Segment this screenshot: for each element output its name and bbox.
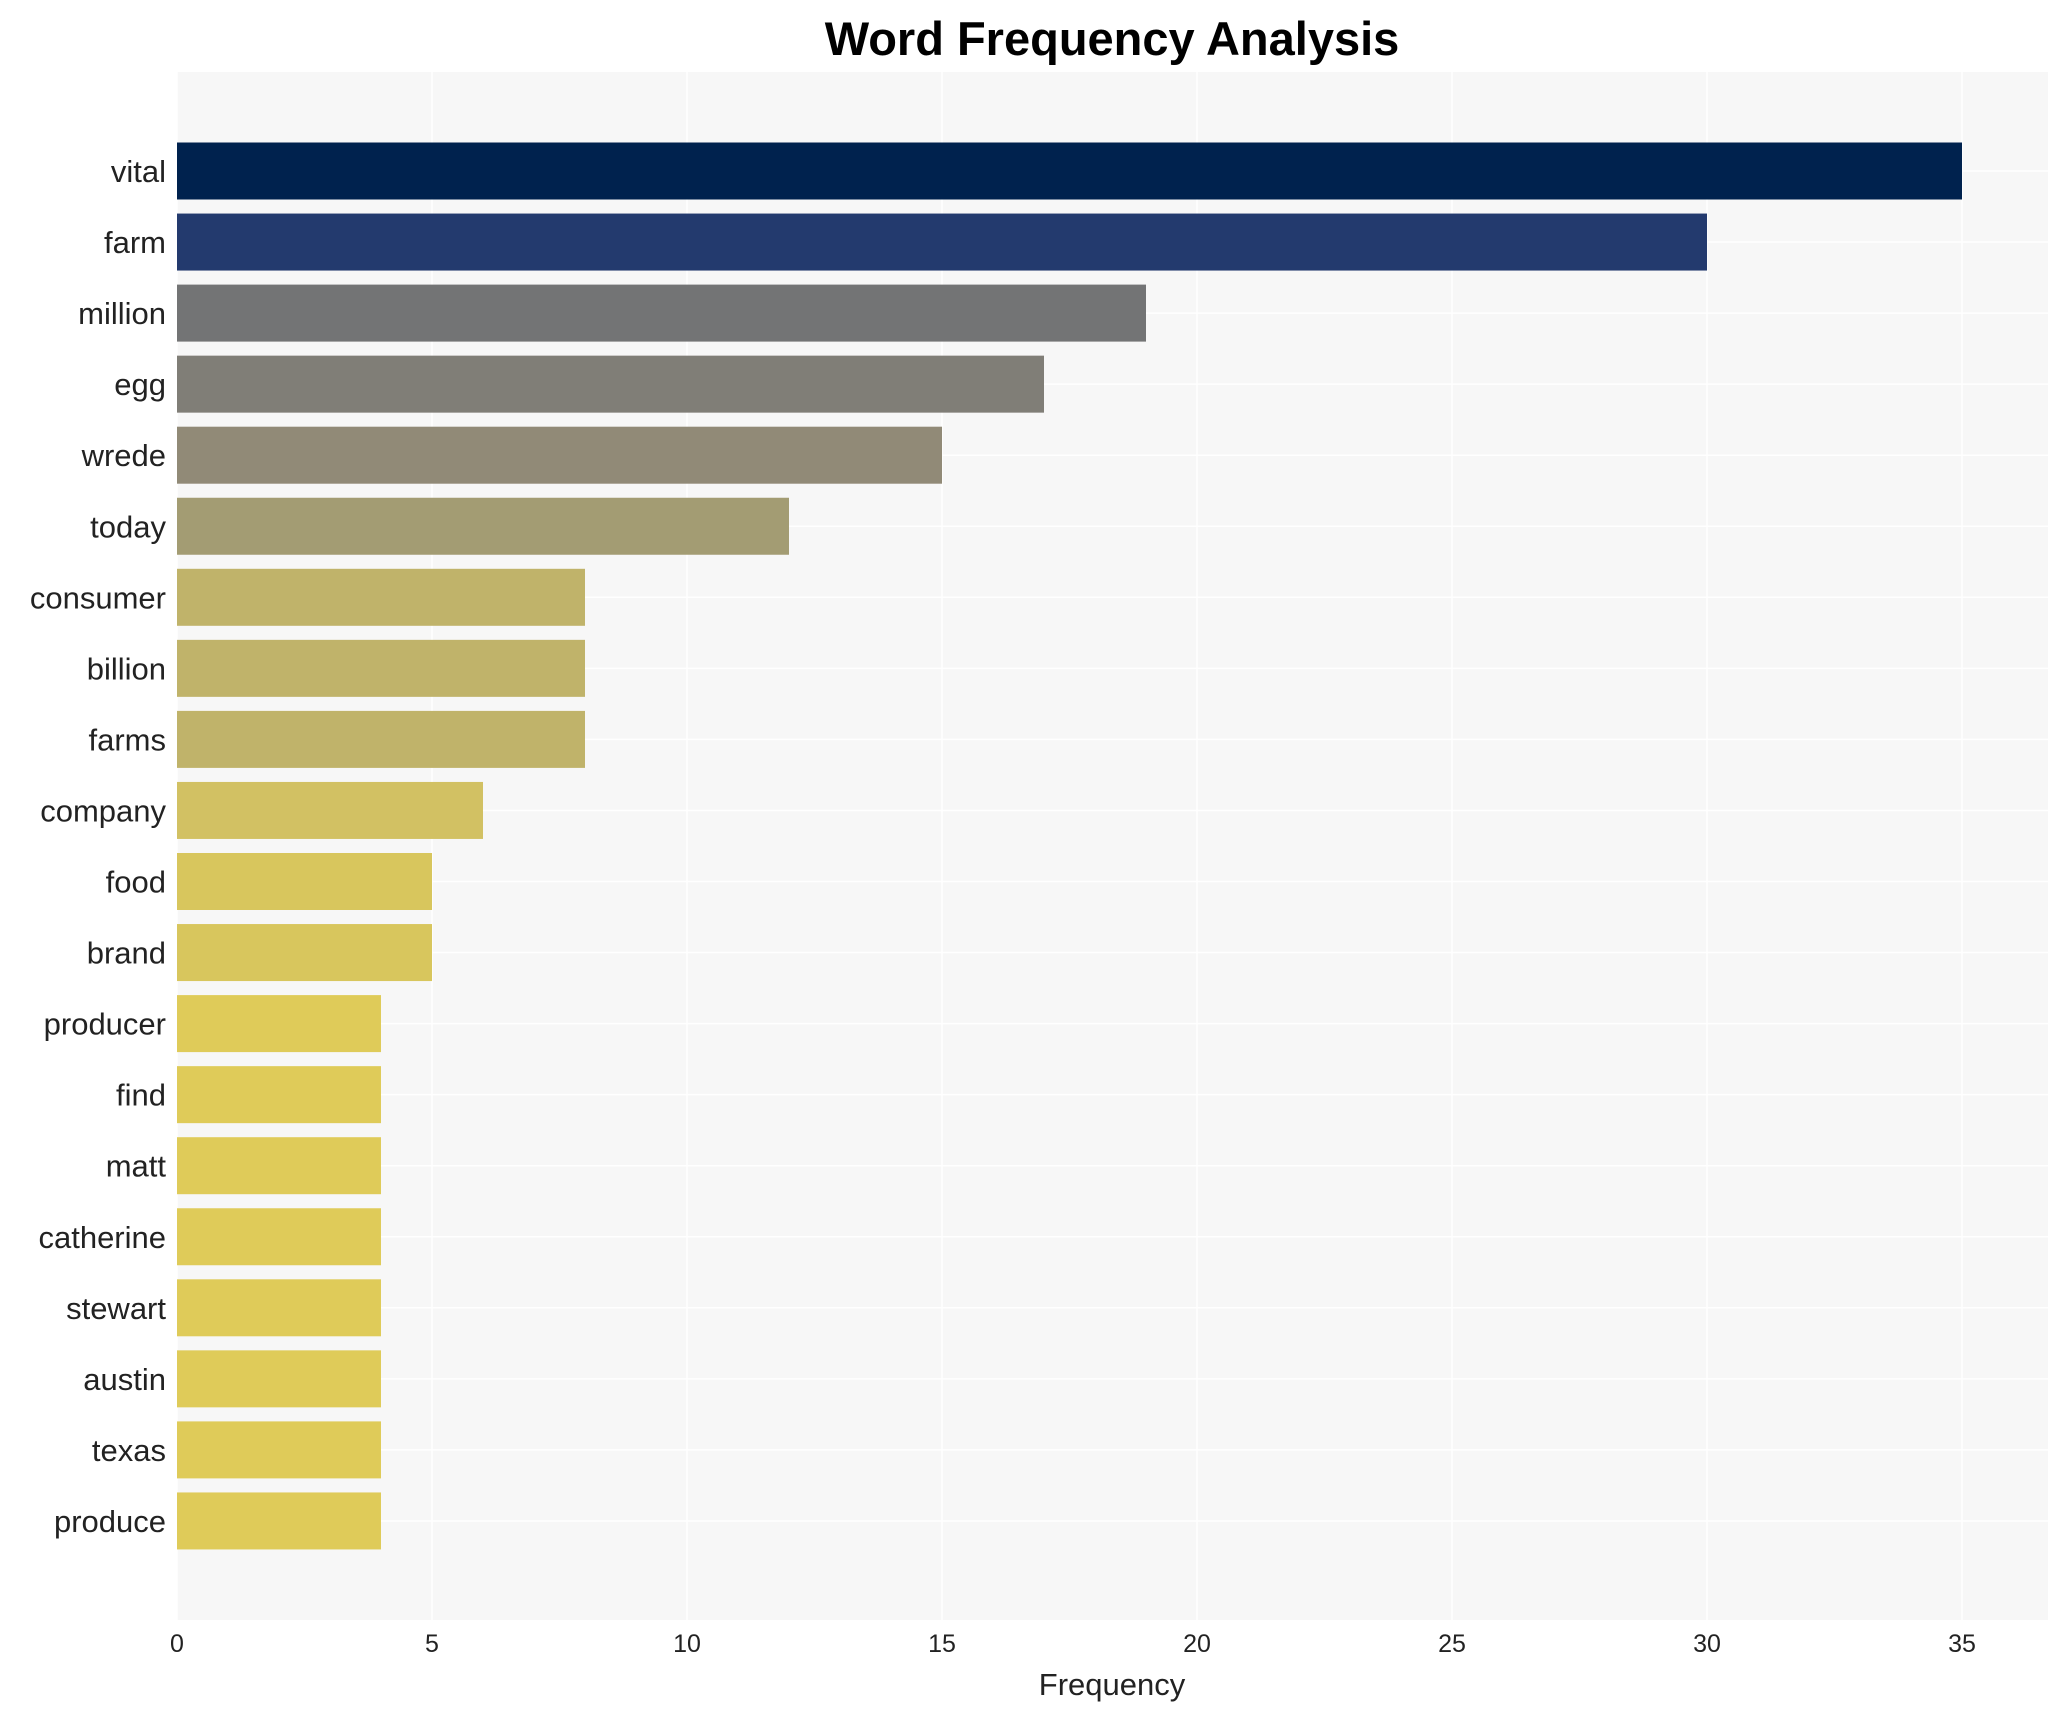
x-tick-label: 0 [170,1630,184,1658]
x-tick-label: 35 [1948,1630,1976,1658]
bar-catherine [177,1208,381,1266]
x-tick-label: 10 [673,1630,701,1658]
y-tick-label: austin [83,1362,166,1397]
bar-billion [177,639,585,697]
y-tick-label: wrede [81,438,166,473]
bar-vital [177,142,1962,200]
bar-produce [177,1492,381,1550]
x-tick-label: 30 [1693,1630,1721,1658]
y-tick-label: consumer [30,580,166,615]
x-axis-labels: 0 5 10 15 20 25 30 35 [170,1630,1976,1658]
y-tick-label: food [106,865,166,900]
y-tick-label: vital [111,154,166,189]
bar-food [177,853,432,910]
bar-brand [177,924,432,982]
x-tick-label: 25 [1438,1630,1466,1658]
y-tick-label: matt [106,1149,167,1184]
bar-today [177,497,789,555]
bar-million [177,284,1146,342]
y-tick-label: million [78,296,166,331]
bar-wrede [177,426,942,484]
bar-producer [177,995,381,1053]
x-tick-label: 15 [928,1630,956,1658]
y-tick-label: billion [87,651,166,686]
bar-texas [177,1421,381,1479]
bar-farm [177,213,1707,271]
chart-title: Word Frequency Analysis [825,12,1400,65]
y-tick-label: farms [89,722,167,757]
y-tick-label: farm [104,225,166,260]
y-tick-label: company [40,793,166,828]
bar-stewart [177,1279,381,1337]
y-tick-label: brand [87,936,166,971]
bar-matt [177,1137,381,1195]
y-tick-label: produce [54,1504,166,1539]
bar-farms [177,710,585,768]
x-tick-label: 20 [1183,1630,1211,1658]
bar-austin [177,1350,381,1408]
y-tick-label: find [116,1078,166,1113]
bar-find [177,1066,381,1124]
bar-egg [177,355,1044,413]
y-tick-label: today [90,509,166,544]
y-tick-label: egg [114,367,166,402]
y-tick-label: catherine [38,1220,166,1255]
y-tick-label: texas [92,1433,166,1468]
y-tick-label: producer [44,1007,166,1042]
y-axis-labels: vital farm million egg wrede today consumer bil… [30,154,167,1539]
bar-company [177,781,483,839]
bar-consumer [177,568,585,626]
x-tick-label: 5 [425,1630,439,1658]
y-tick-label: stewart [66,1291,166,1326]
x-axis-title: Frequency [1039,1667,1186,1702]
bars [177,142,1962,1550]
